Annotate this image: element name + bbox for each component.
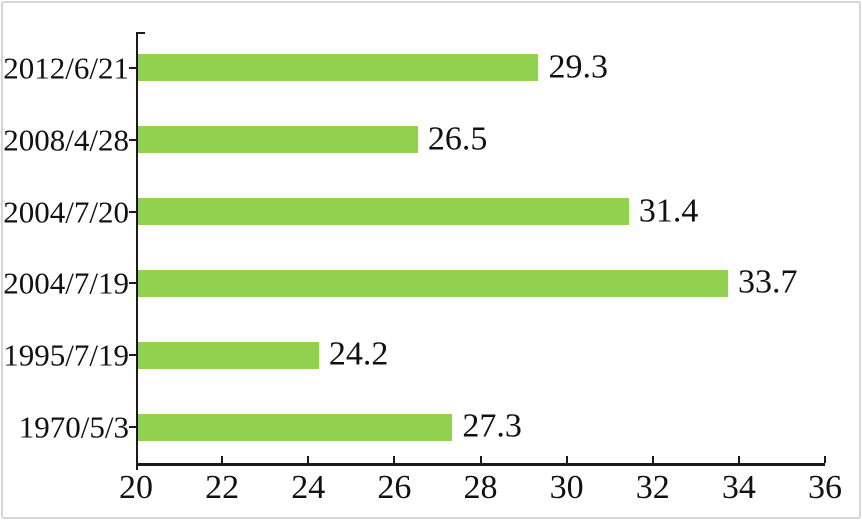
bar — [138, 269, 728, 297]
y-axis-top-tick — [136, 32, 145, 34]
x-axis-line — [136, 463, 825, 466]
x-axis-tick — [221, 456, 224, 463]
data-label: 27.3 — [462, 407, 522, 445]
bar — [138, 54, 539, 82]
x-axis-tick — [737, 456, 740, 463]
x-axis-tick-label: 32 — [635, 469, 670, 506]
x-axis-tick-label: 26 — [377, 469, 412, 506]
category-label: 2012/6/21 — [3, 50, 129, 86]
y-axis-tick — [129, 282, 136, 285]
x-axis-tick — [307, 456, 310, 463]
x-axis-tick — [565, 456, 568, 463]
y-axis-tick — [129, 210, 136, 213]
category-label: 2004/7/19 — [3, 265, 129, 301]
x-axis-tick — [824, 456, 826, 463]
plot-area: 2012/6/21 2008/4/28 2004/7/20 2004/7/19 1995… — [3, 3, 862, 523]
y-axis-tick — [129, 66, 136, 69]
x-axis-tick — [393, 456, 396, 463]
y-axis-tick — [129, 138, 136, 141]
y-axis-line — [136, 32, 138, 470]
category-label: 2004/7/20 — [3, 194, 129, 230]
x-axis-tick-label: 30 — [549, 469, 584, 506]
category-label: 1995/7/19 — [3, 337, 129, 373]
data-label: 24.2 — [328, 335, 389, 373]
x-axis-tick-label: 20 — [119, 469, 153, 506]
data-label: 31.4 — [638, 191, 699, 229]
category-label: 2008/4/28 — [3, 122, 129, 158]
category-label: 1970/5/3 — [18, 409, 129, 445]
x-axis-tick — [479, 456, 482, 463]
bar — [138, 413, 453, 441]
data-label: 29.3 — [548, 48, 608, 86]
bar — [138, 198, 629, 226]
x-axis-tick-label: 36 — [808, 469, 842, 506]
bar — [138, 341, 319, 369]
x-axis-tick-label: 28 — [463, 469, 498, 506]
data-label: 26.5 — [427, 120, 488, 158]
x-axis-tick-label: 24 — [291, 469, 326, 506]
y-axis-tick — [129, 426, 136, 429]
y-axis-tick — [129, 354, 136, 357]
x-axis-tick-label: 22 — [205, 469, 240, 506]
x-axis-tick — [651, 456, 654, 463]
x-axis-tick-label: 34 — [721, 469, 756, 506]
bar — [138, 126, 418, 154]
data-label: 33.7 — [737, 263, 798, 301]
